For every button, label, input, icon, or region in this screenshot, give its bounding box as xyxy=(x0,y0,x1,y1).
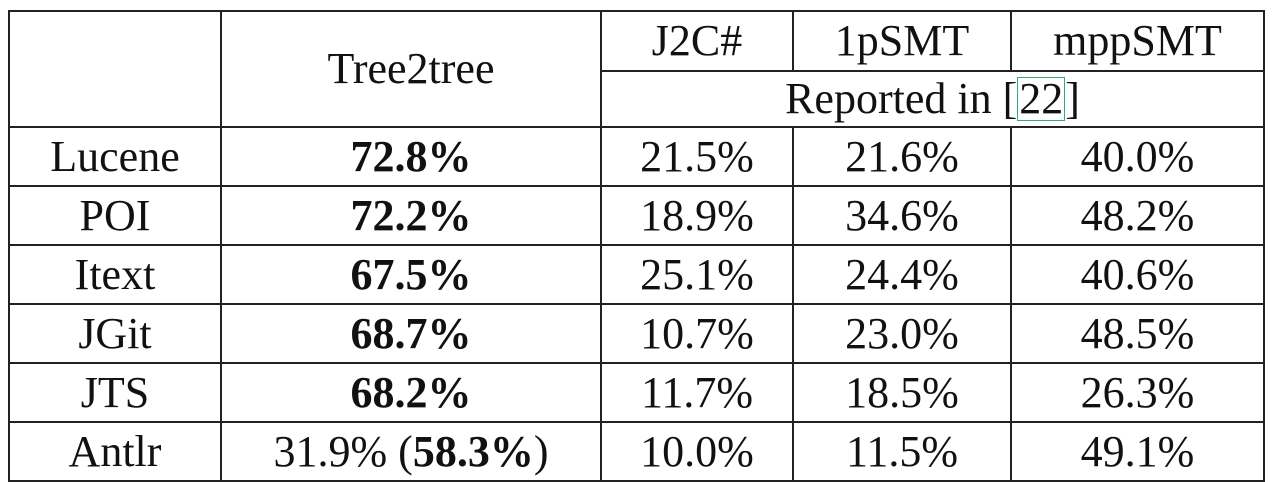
project-cell: Itext xyxy=(8,244,222,305)
header-row-2: Reported in [22] xyxy=(9,70,1265,128)
tree2tree-cell: 72.2% xyxy=(220,185,602,246)
corner-cell xyxy=(8,10,222,128)
tree2tree-close: ) xyxy=(533,426,549,476)
tree2tree-bold: 58.3% xyxy=(412,426,534,476)
project-cell: JGit xyxy=(8,303,222,364)
1psmt-cell: 11.5% xyxy=(792,421,1012,482)
mppsmt-cell: 48.2% xyxy=(1010,185,1265,246)
header-j2c: J2C# xyxy=(600,10,794,72)
j2c-cell: 11.7% xyxy=(600,362,794,423)
reported-prefix: Reported in [ xyxy=(785,74,1018,123)
table-row: Itext 67.5% 25.1% 24.4% 40.6% xyxy=(8,244,1265,305)
table-row: JTS 68.2% 11.7% 18.5% 26.3% xyxy=(8,362,1265,423)
1psmt-cell: 23.0% xyxy=(792,303,1012,364)
1psmt-cell: 18.5% xyxy=(792,362,1012,423)
header-row-1: Tree2tree J2C# 1pSMT mppSMT xyxy=(8,10,1265,128)
table-row: JGit 68.7% 10.7% 23.0% 48.5% xyxy=(8,303,1265,364)
header-mppsmt: mppSMT xyxy=(1010,10,1265,72)
header-reported-in: Reported in [22] xyxy=(600,70,1265,128)
j2c-cell: 25.1% xyxy=(600,244,794,305)
1psmt-cell: 34.6% xyxy=(792,185,1012,246)
mppsmt-cell: 40.6% xyxy=(1010,244,1265,305)
mppsmt-cell: 48.5% xyxy=(1010,303,1265,364)
tree2tree-plain: 31.9% ( xyxy=(273,426,413,476)
project-cell: Lucene xyxy=(8,126,222,187)
reported-suffix: ] xyxy=(1065,74,1080,123)
mppsmt-cell: 26.3% xyxy=(1010,362,1265,423)
1psmt-cell: 24.4% xyxy=(792,244,1012,305)
project-cell: Antlr xyxy=(8,421,222,482)
header-1psmt: 1pSMT xyxy=(792,10,1012,72)
tree2tree-cell: 31.9% (58.3%) xyxy=(220,421,602,482)
project-cell: POI xyxy=(8,185,222,246)
1psmt-cell: 21.6% xyxy=(792,126,1012,187)
mppsmt-cell: 49.1% xyxy=(1010,421,1265,482)
table-row: Antlr 31.9% (58.3%) 10.0% 11.5% 49.1% xyxy=(8,421,1265,482)
tree2tree-cell: 68.2% xyxy=(220,362,602,423)
j2c-cell: 21.5% xyxy=(600,126,794,187)
mppsmt-cell: 40.0% xyxy=(1010,126,1265,187)
j2c-cell: 18.9% xyxy=(600,185,794,246)
j2c-cell: 10.7% xyxy=(600,303,794,364)
tree2tree-cell: 68.7% xyxy=(220,303,602,364)
table-row: POI 72.2% 18.9% 34.6% 48.2% xyxy=(8,185,1265,246)
citation-link[interactable]: 22 xyxy=(1017,74,1066,123)
tree2tree-cell: 72.8% xyxy=(220,126,602,187)
header-tree2tree: Tree2tree xyxy=(220,10,602,128)
results-table: Tree2tree J2C# 1pSMT mppSMT Reported in … xyxy=(8,10,1265,482)
j2c-cell: 10.0% xyxy=(600,421,794,482)
tree2tree-cell: 67.5% xyxy=(220,244,602,305)
table-row: Lucene 72.8% 21.5% 21.6% 40.0% xyxy=(8,126,1265,187)
project-cell: JTS xyxy=(8,362,222,423)
